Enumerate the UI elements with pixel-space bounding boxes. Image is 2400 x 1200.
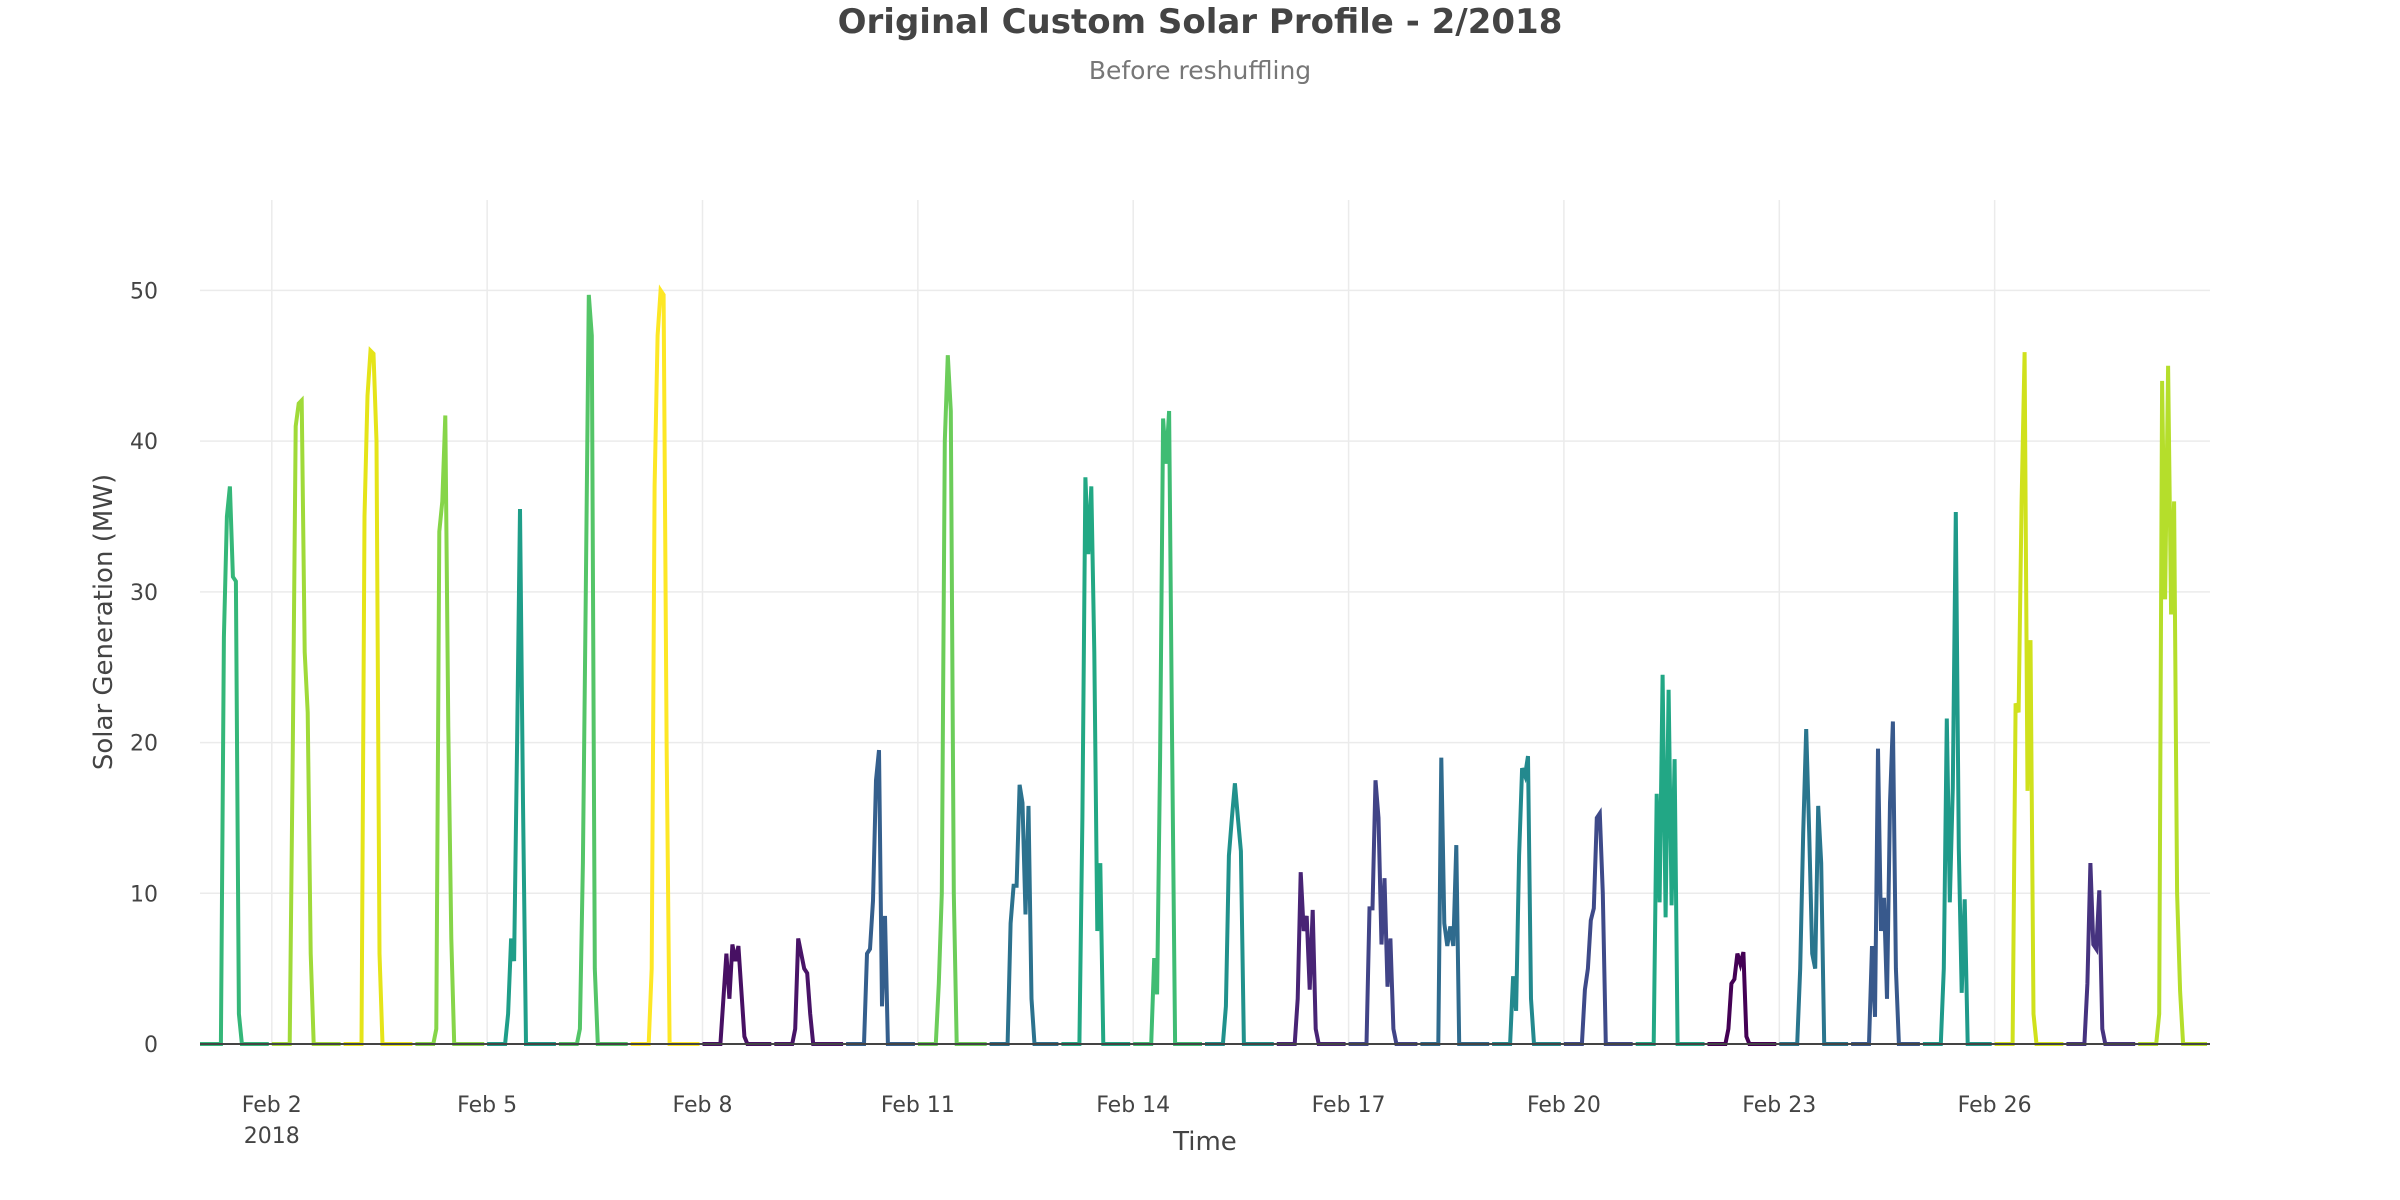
- series-line-2018-02-26: [1994, 352, 2064, 1046]
- series-line-2018-02-01: [200, 486, 269, 1046]
- series-line-2018-02-07: [630, 284, 700, 1046]
- series-line-2018-02-20: [1563, 807, 1633, 1046]
- gridlines: [200, 200, 2210, 1044]
- chart-title: Original Custom Solar Profile - 2/2018: [837, 2, 1563, 42]
- series-line-2018-02-21: [1635, 674, 1705, 1046]
- series-line-2018-02-09: [774, 938, 844, 1046]
- series-line-2018-02-17: [1348, 780, 1418, 1046]
- x-tick-label: Feb 26: [1958, 1093, 2032, 1118]
- y-tick-label: 0: [144, 1033, 158, 1058]
- x-tick-label: Feb 8: [673, 1093, 733, 1118]
- series-line-2018-02-27: [2066, 863, 2136, 1046]
- x-tick-label: Feb 11: [881, 1093, 955, 1118]
- series-line-2018-02-10: [846, 749, 915, 1046]
- series-line-2018-02-03: [343, 346, 413, 1046]
- x-tick-label: Feb 2: [242, 1093, 302, 1118]
- x-axis-title: Time: [1172, 1127, 1237, 1157]
- series-line-2018-02-22: [1707, 951, 1777, 1046]
- series-line-2018-02-19: [1492, 755, 1561, 1046]
- y-tick-labels: 0 10 20 30 40 50: [130, 279, 158, 1058]
- series-line-2018-02-28: [2138, 365, 2207, 1046]
- series-line-2018-02-18: [1420, 757, 1490, 1046]
- x-tick-label: Feb 23: [1742, 1093, 1816, 1118]
- series-line-2018-02-23: [1779, 728, 1849, 1046]
- series-line-2018-02-06: [558, 294, 628, 1046]
- y-tick-label: 10: [130, 882, 158, 907]
- x-tick-label: Feb 20: [1527, 1093, 1601, 1118]
- series-line-2018-02-02: [271, 395, 341, 1046]
- series-line-2018-02-05: [487, 508, 556, 1046]
- x-tick-label: Feb 17: [1312, 1093, 1386, 1118]
- series-line-2018-02-08: [702, 944, 772, 1046]
- series-line-2018-02-04: [415, 415, 485, 1046]
- x-tick-label: Feb 14: [1096, 1093, 1170, 1118]
- chart-subtitle: Before reshuffling: [1088, 56, 1312, 85]
- y-tick-label: 40: [130, 430, 158, 455]
- series-line-2018-02-13: [1061, 477, 1131, 1046]
- series-line-2018-02-12: [989, 784, 1059, 1046]
- series-lines: [200, 284, 2207, 1046]
- x-tick-labels: Feb 2 2018 Feb 5 Feb 8 Feb 11 Feb 14 Feb 17 Feb…: [242, 1093, 2032, 1149]
- series-line-2018-02-15: [1205, 783, 1274, 1046]
- y-tick-label: 50: [130, 279, 158, 304]
- x-tick-sublabel: 2018: [244, 1124, 300, 1149]
- series-line-2018-02-16: [1276, 872, 1346, 1046]
- y-tick-label: 30: [130, 581, 158, 606]
- y-tick-label: 20: [130, 732, 158, 757]
- series-line-2018-02-24: [1851, 721, 1920, 1046]
- series-line-2018-02-14: [1133, 410, 1202, 1046]
- series-line-2018-02-11: [917, 355, 987, 1046]
- y-axis-title: Solar Generation (MW): [89, 474, 119, 770]
- x-tick-label: Feb 5: [457, 1093, 517, 1118]
